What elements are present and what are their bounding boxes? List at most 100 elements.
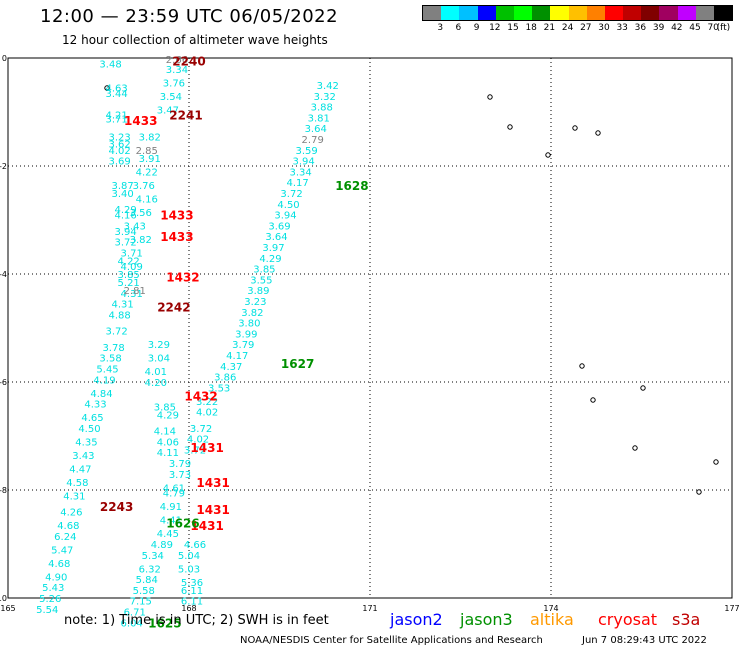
island-outline	[572, 125, 578, 131]
swh-label: 4.02	[108, 146, 130, 157]
time-label: 1432	[184, 390, 217, 404]
y-tick-label: -4	[0, 270, 7, 279]
swh-label: 4.29	[259, 254, 281, 265]
y-tick-label: 0	[2, 54, 7, 63]
swh-label: 3.29	[148, 340, 170, 351]
swh-label: 4.84	[90, 389, 112, 400]
swh-label: 3.89	[247, 286, 269, 297]
island-outline	[640, 385, 646, 391]
color-scale-label: 27	[580, 23, 592, 33]
swh-label: 3.59	[296, 146, 318, 157]
swh-label: 3.69	[268, 221, 290, 232]
swh-label: 6.04	[121, 618, 143, 629]
swh-label: 3.94	[274, 211, 296, 222]
swh-label: 2.85	[136, 146, 158, 157]
color-swatch	[641, 6, 660, 20]
swh-label: 3.82	[139, 132, 161, 143]
swh-label: 3.76	[133, 181, 155, 192]
swh-label: 5.21	[118, 278, 140, 289]
swh-label: 2.81	[124, 286, 146, 297]
color-scale-label: 3	[437, 23, 444, 33]
swh-label: 5.26	[39, 594, 61, 605]
swh-label: 4.16	[115, 211, 137, 222]
color-scale-label: 12	[489, 23, 501, 33]
x-tick-label: 174	[543, 604, 558, 613]
island-outline	[696, 489, 702, 495]
island-outline	[579, 363, 585, 369]
swh-label: 4.35	[75, 437, 97, 448]
color-swatch	[714, 6, 733, 20]
mission-s3a: s3a	[672, 610, 701, 629]
y-tick-label: -10	[0, 594, 7, 603]
swh-label: 3.87	[112, 181, 134, 192]
swh-label: 3.22	[196, 397, 218, 408]
swh-label: 5.84	[136, 575, 158, 586]
x-tick-label: 177	[724, 604, 739, 613]
color-swatch	[459, 6, 478, 20]
color-scale-label: 30	[598, 23, 610, 33]
color-swatch	[513, 6, 533, 20]
color-swatch	[495, 6, 514, 20]
swh-label: 4.01	[145, 367, 167, 378]
swh-label: 4.58	[66, 478, 88, 489]
swh-label: 3.53	[208, 383, 230, 394]
swh-label: 3.97	[262, 243, 284, 254]
swh-label: 3.40	[112, 189, 134, 200]
swh-label: 3.71	[121, 248, 143, 259]
units-note: note: 1) Time is in UTC; 2) SWH is in fe…	[64, 613, 329, 628]
time-label: 1626	[166, 516, 199, 530]
swh-label: 5.36	[181, 578, 203, 589]
swh-label: 3.94	[115, 227, 137, 238]
time-label: 1431	[196, 503, 229, 517]
color-swatch	[568, 6, 587, 20]
swh-label: 5.54	[36, 605, 58, 616]
swh-label: 3.69	[108, 157, 130, 168]
swh-label: 3.85	[253, 265, 275, 276]
swh-label: 4.22	[136, 167, 158, 178]
swh-label: 4.19	[93, 375, 115, 386]
color-scale-label: 33	[616, 23, 628, 33]
swh-label: 3.85	[154, 402, 176, 413]
swh-label: 2.79	[302, 135, 324, 146]
color-scale-label: 15	[507, 23, 519, 33]
color-scale-label: 18	[525, 23, 537, 33]
swh-label: 4.16	[136, 194, 158, 205]
mission-cryosat: cryosat	[598, 610, 658, 629]
time-label: 2241	[169, 109, 202, 123]
swh-label: 3.55	[250, 275, 272, 286]
mission-altika: altika	[530, 610, 574, 629]
swh-label: 3.42	[317, 81, 339, 92]
swh-label: 3.64	[265, 232, 287, 243]
color-scale-label: 6	[455, 23, 462, 33]
swh-label: 4.09	[121, 262, 143, 273]
swh-label: 4.29	[157, 410, 179, 421]
time-label: 1433	[124, 114, 157, 128]
color-scale-label: 36	[634, 23, 647, 33]
color-swatch	[677, 6, 696, 20]
island-outline	[632, 445, 638, 451]
swh-label: 3.72	[105, 327, 127, 338]
swh-label: 3.48	[99, 59, 121, 70]
swh-label: 4.90	[45, 572, 67, 583]
swh-label: 4.68	[48, 559, 70, 570]
island-outline	[104, 85, 110, 91]
swh-label: 3.56	[130, 208, 152, 219]
swh-label: 5.45	[96, 365, 118, 376]
swh-label: 5.04	[178, 551, 200, 562]
time-label: 2243	[100, 500, 133, 514]
swh-label: 4.33	[84, 400, 106, 411]
time-label: 1433	[160, 230, 193, 244]
swh-label: 3.32	[314, 92, 336, 103]
swh-label: 3.88	[311, 103, 333, 114]
swh-label: 2.66	[166, 55, 188, 66]
color-scale-label: 9	[473, 23, 480, 33]
timestamp-text: Jun 7 08:29:43 UTC 2022	[582, 635, 707, 646]
color-scale-label: 39	[652, 23, 665, 33]
swh-label: 3.43	[124, 221, 146, 232]
x-tick-label: 171	[362, 604, 377, 613]
y-tick-label: -6	[0, 378, 7, 387]
swh-label: 4.17	[286, 178, 308, 189]
y-tick-label: -8	[0, 486, 7, 495]
island-outline	[595, 130, 601, 136]
